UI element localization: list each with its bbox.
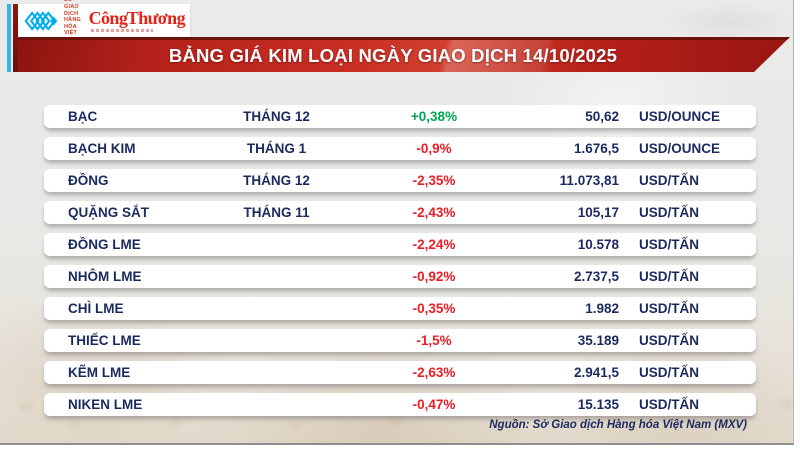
contract-month: THÁNG 11 — [243, 205, 310, 220]
congthuong-tagline-strip — [90, 29, 153, 32]
title-banner: BẢNG GIÁ KIM LOẠI NGÀY GIAO DỊCH 14/10/2… — [18, 37, 790, 72]
metal-name: KẼM LME — [68, 365, 131, 380]
table-row: KẼM LME -2,63% 2.941,5 USD/TẤN — [44, 361, 756, 384]
contract-month: THÁNG 12 — [243, 173, 310, 188]
price-table: BẠC THÁNG 12 +0,38% 50,62 USD/OUNCE BẠCH… — [44, 105, 756, 425]
percent-change: -0,47% — [412, 397, 456, 412]
metal-name: NIKEN LME — [68, 397, 143, 412]
price-value: 15.135 — [577, 397, 619, 412]
table-row: NHÔM LME -0,92% 2.737,5 USD/TẤN — [44, 265, 756, 288]
percent-change: -1,5% — [416, 333, 452, 348]
price-value: 11.073,81 — [559, 173, 619, 188]
percent-change: -2,43% — [412, 205, 456, 220]
price-value: 1.676,5 — [573, 141, 619, 156]
price-unit: USD/OUNCE — [639, 109, 721, 124]
percent-change: -2,24% — [412, 237, 456, 252]
price-unit: USD/TẤN — [639, 397, 699, 412]
price-value: 105,17 — [577, 205, 619, 220]
price-unit: USD/TẤN — [639, 205, 699, 220]
table-row: CHÌ LME -0,35% 1.982 USD/TẤN — [44, 297, 756, 320]
price-unit: USD/OUNCE — [639, 141, 721, 156]
price-value: 35.189 — [577, 333, 619, 348]
price-unit: USD/TẤN — [639, 333, 699, 348]
source-attribution: Nguồn: Sở Giao dịch Hàng hóa Việt Nam (M… — [489, 419, 747, 431]
congthuong-logo-text: Công Thương — [88, 8, 186, 28]
contract-month: THÁNG 12 — [243, 109, 310, 124]
left-accent-stripe-maroon — [13, 4, 18, 72]
metal-name: ĐỒNG — [68, 173, 109, 188]
mxv-diamond-logo-icon — [24, 8, 60, 34]
price-unit: USD/TẤN — [639, 365, 699, 380]
price-unit: USD/TẤN — [639, 269, 699, 284]
table-row: NIKEN LME -0,47% 15.135 USD/TẤN — [44, 393, 756, 416]
table-row: ĐỒNG THÁNG 12 -2,35% 11.073,81 USD/TẤN — [44, 169, 756, 192]
table-row: QUẶNG SẮT THÁNG 11 -2,43% 105,17 USD/TẤN — [44, 201, 756, 224]
price-value: 1.982 — [585, 301, 619, 316]
table-row: ĐỒNG LME -2,24% 10.578 USD/TẤN — [44, 233, 756, 256]
price-value: 2.737,5 — [573, 269, 619, 284]
metal-name: CHÌ LME — [68, 301, 124, 316]
percent-change: -0,92% — [412, 269, 456, 284]
contract-month: THÁNG 1 — [246, 141, 307, 156]
percent-change: -2,35% — [412, 173, 456, 188]
metal-name: THIẾC LME — [68, 333, 141, 348]
percent-change: -0,9% — [416, 141, 452, 156]
price-unit: USD/TẤN — [639, 237, 699, 252]
table-row: BẠCH KIM THÁNG 1 -0,9% 1.676,5 USD/OUNCE — [44, 137, 756, 160]
price-value: 10.578 — [577, 237, 619, 252]
metal-name: NHÔM LME — [68, 269, 142, 284]
percent-change: +0,38% — [410, 109, 458, 124]
masthead-logos: SỞ GIAO DỊCH HÀNG HÓA VIỆT NAM Công Thươ… — [18, 0, 190, 43]
metal-name: BẠC — [68, 109, 98, 124]
price-unit: USD/TẤN — [639, 301, 699, 316]
table-row: BẠC THÁNG 12 +0,38% 50,62 USD/OUNCE — [44, 105, 756, 128]
congthuong-logo: Công Thương — [88, 8, 186, 32]
page-title: BẢNG GIÁ KIM LOẠI NGÀY GIAO DỊCH 14/10/2… — [168, 44, 618, 66]
price-value: 2.941,5 — [573, 365, 619, 380]
metal-name: ĐỒNG LME — [68, 237, 141, 252]
metal-name: BẠCH KIM — [68, 141, 136, 156]
table-row: THIẾC LME -1,5% 35.189 USD/TẤN — [44, 329, 756, 352]
percent-change: -0,35% — [412, 301, 456, 316]
percent-change: -2,63% — [412, 365, 456, 380]
metal-name: QUẶNG SẮT — [68, 205, 149, 220]
price-value: 50,62 — [585, 109, 619, 124]
price-unit: USD/TẤN — [639, 173, 699, 188]
left-accent-stripe-cyan — [7, 4, 11, 72]
